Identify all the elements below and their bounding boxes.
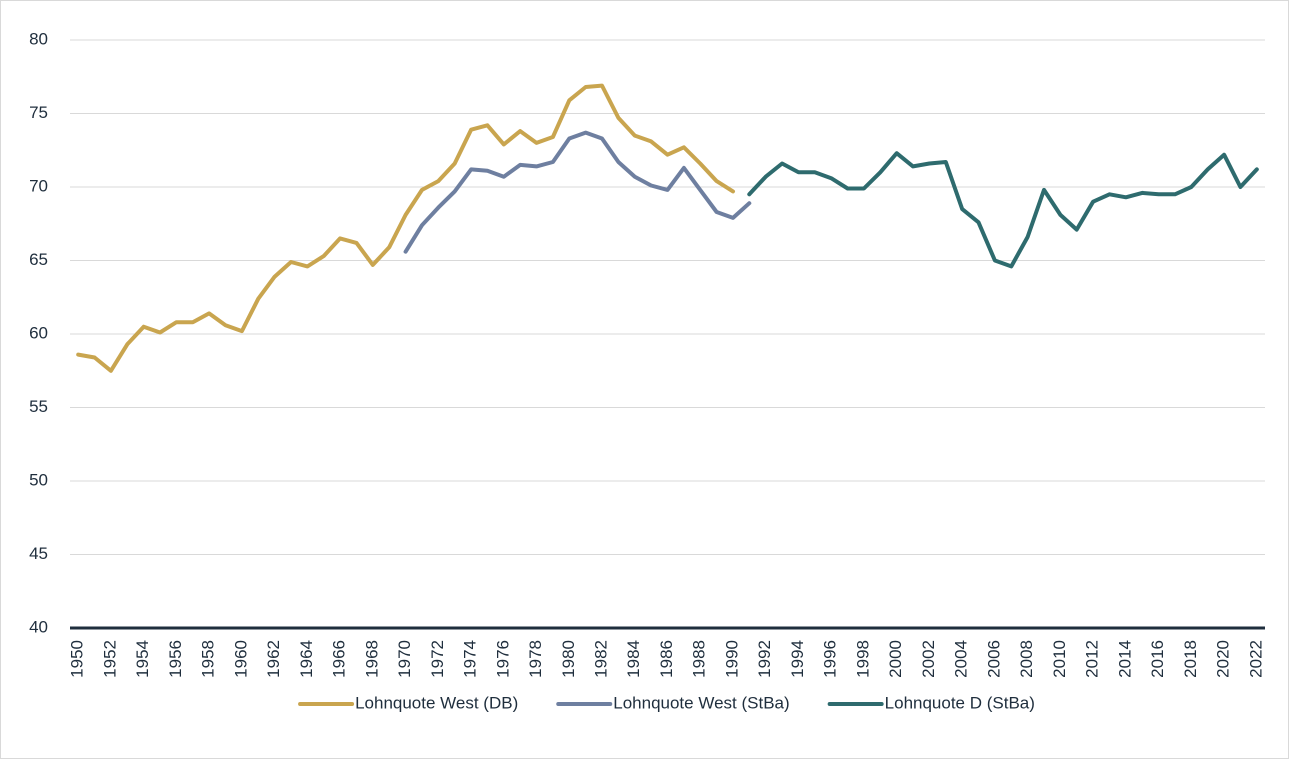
y-tick-label: 40 xyxy=(29,617,48,636)
series-line xyxy=(403,130,752,254)
x-tick-label: 1964 xyxy=(297,640,316,678)
x-tick-label: 2008 xyxy=(1017,640,1036,678)
y-tick-label: 65 xyxy=(29,250,48,269)
legend-label: Lohnquote West (DB) xyxy=(355,693,518,712)
x-tick-label: 1972 xyxy=(428,640,447,678)
x-tick-label: 2002 xyxy=(919,640,938,678)
legend-label: Lohnquote West (StBa) xyxy=(613,693,789,712)
x-tick-label: 1962 xyxy=(264,640,283,678)
x-tick-label: 1978 xyxy=(526,640,545,678)
x-tick-label: 1958 xyxy=(199,640,218,678)
x-tick-label: 2012 xyxy=(1083,640,1102,678)
series-line xyxy=(76,83,735,373)
x-tick-label: 1984 xyxy=(624,640,643,678)
x-tick-label: 1990 xyxy=(722,640,741,678)
x-tick-label: 1956 xyxy=(166,640,185,678)
x-tick-label: 1994 xyxy=(788,640,807,678)
x-tick-label: 1992 xyxy=(755,640,774,678)
x-tick-label: 1980 xyxy=(559,640,578,678)
x-tick-label: 2000 xyxy=(886,640,905,678)
x-tick-label: 2022 xyxy=(1246,640,1265,678)
x-tick-label: 1952 xyxy=(100,640,119,678)
x-tick-label: 2016 xyxy=(1148,640,1167,678)
x-tick-label: 1974 xyxy=(461,640,480,678)
x-tick-label: 1988 xyxy=(690,640,709,678)
x-tick-label: 1950 xyxy=(68,640,87,678)
y-tick-label: 75 xyxy=(29,103,48,122)
x-tick-label: 1970 xyxy=(395,640,414,678)
y-tick-label: 45 xyxy=(29,544,48,563)
x-tick-label: 1982 xyxy=(592,640,611,678)
series-line xyxy=(747,151,1259,269)
y-tick-label: 80 xyxy=(29,29,48,48)
x-tick-label: 2010 xyxy=(1050,640,1069,678)
y-tick-label: 70 xyxy=(29,176,48,195)
y-tick-label: 50 xyxy=(29,470,48,489)
x-tick-label: 2014 xyxy=(1115,640,1134,678)
legend-label: Lohnquote D (StBa) xyxy=(885,693,1035,712)
x-tick-label: 2020 xyxy=(1214,640,1233,678)
x-tick-label: 1998 xyxy=(853,640,872,678)
x-tick-label: 1966 xyxy=(330,640,349,678)
y-tick-label: 60 xyxy=(29,323,48,342)
x-tick-label: 1996 xyxy=(821,640,840,678)
x-tick-label: 1960 xyxy=(231,640,250,678)
x-tick-label: 2004 xyxy=(952,640,971,678)
x-tick-label: 1968 xyxy=(362,640,381,678)
x-tick-label: 2018 xyxy=(1181,640,1200,678)
x-tick-label: 1954 xyxy=(133,640,152,678)
x-tick-label: 1976 xyxy=(493,640,512,678)
x-tick-label: 2006 xyxy=(984,640,1003,678)
y-tick-label: 55 xyxy=(29,397,48,416)
x-tick-label: 1986 xyxy=(657,640,676,678)
